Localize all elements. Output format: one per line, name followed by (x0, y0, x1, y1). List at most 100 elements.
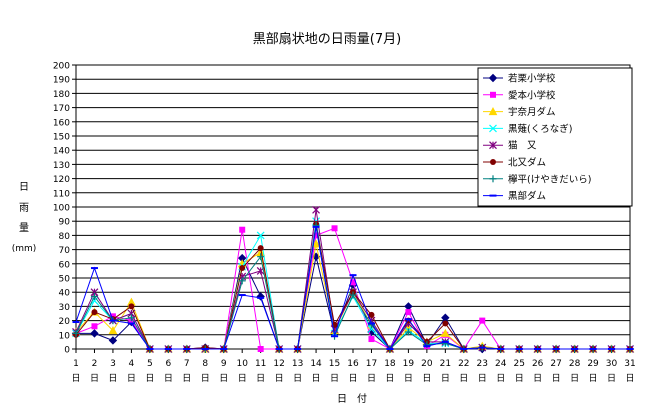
legend-marker (490, 91, 496, 98)
legend-label: 愛本小学校 (508, 89, 556, 101)
x-tick-label: 2 (92, 359, 98, 369)
y-tick-label: 130 (53, 161, 70, 171)
data-point (479, 317, 486, 324)
x-tick-label: 18 (384, 359, 396, 369)
data-point (404, 328, 412, 336)
x-tick-suffix: 日 (625, 373, 634, 384)
x-tick-suffix: 日 (238, 373, 247, 384)
x-tick-suffix: 日 (515, 373, 524, 384)
x-tick-label: 31 (624, 359, 635, 369)
x-tick-label: 29 (587, 359, 599, 369)
data-point (405, 309, 412, 316)
y-tick-label: 80 (59, 232, 71, 242)
x-tick-label: 5 (147, 359, 153, 369)
x-tick-suffix: 日 (404, 373, 413, 384)
data-point (238, 277, 246, 285)
legend-label: 北又ダム (508, 157, 546, 169)
x-tick-label: 27 (550, 359, 561, 369)
x-tick-suffix: 日 (570, 373, 579, 384)
legend-marker (490, 159, 496, 165)
data-point (127, 314, 135, 322)
x-tick-suffix: 日 (385, 373, 394, 384)
chart-title: 黒部扇状地の日雨量(7月) (253, 31, 401, 47)
legend-item: 黒部ダム (483, 190, 546, 202)
x-tick-suffix: 日 (256, 373, 265, 384)
x-tick-label: 6 (165, 359, 171, 369)
x-tick-label: 30 (606, 359, 618, 369)
legend-label: 猫 又 (508, 140, 537, 152)
x-tick-suffix: 日 (607, 373, 616, 384)
legend-item: 若栗小学校 (483, 73, 556, 85)
legend-marker (489, 175, 497, 183)
data-point (442, 320, 449, 327)
x-tick-label: 15 (329, 359, 340, 369)
y-tick-label: 170 (53, 104, 70, 114)
y-tick-label: 140 (53, 147, 70, 157)
data-point (257, 253, 265, 261)
x-tick-label: 20 (421, 359, 433, 369)
legend-label: 黒薙(くろなぎ) (508, 123, 572, 135)
data-point (91, 323, 98, 330)
legend-label: 宇奈月ダム (508, 106, 556, 118)
data-point (239, 226, 246, 233)
x-tick-label: 25 (513, 359, 524, 369)
legend-label: 若栗小学校 (508, 73, 556, 85)
data-point (257, 245, 264, 252)
series-lines (71, 205, 635, 354)
y-tick-label: 110 (53, 189, 70, 199)
x-tick-label: 26 (532, 359, 544, 369)
y-tick-label: 200 (53, 62, 70, 72)
x-tick-label: 9 (221, 359, 227, 369)
y-tick-label: 150 (53, 133, 70, 143)
series-8 (72, 225, 634, 350)
y-tick-label: 10 (59, 331, 71, 341)
x-axis-ticks: 1日2日3日4日5日6日7日8日9日10日11日12日13日14日15日16日1… (71, 349, 636, 384)
y-axis-ticks: 0 10 20 30 40 50 60 70 80 90 100 110 120 130 140 150 160… (53, 62, 76, 356)
x-tick-suffix: 日 (164, 373, 173, 384)
data-point (331, 225, 338, 232)
x-tick-label: 10 (236, 359, 248, 369)
y-tick-label: 70 (59, 246, 71, 256)
x-tick-suffix: 日 (312, 373, 321, 384)
legend-item: 黒薙(くろなぎ) (483, 123, 572, 135)
x-tick-suffix: 日 (219, 373, 228, 384)
x-tick-suffix: 日 (293, 373, 302, 384)
x-tick-suffix: 日 (367, 373, 376, 384)
data-point (108, 336, 118, 345)
x-tick-suffix: 日 (275, 373, 284, 384)
x-tick-label: 21 (440, 359, 451, 369)
data-point (313, 232, 320, 239)
x-tick-label: 4 (129, 359, 135, 369)
x-tick-suffix: 日 (422, 373, 431, 384)
x-tick-suffix: 日 (330, 373, 339, 384)
legend-item: 欅平(けやきだいら) (483, 174, 591, 185)
data-point (239, 265, 246, 272)
x-tick-label: 14 (310, 359, 322, 369)
data-point (128, 303, 135, 310)
legend-label: 欅平(けやきだいら) (508, 174, 591, 185)
data-point (368, 336, 375, 343)
x-tick-label: 23 (477, 359, 488, 369)
y-tick-label: 20 (59, 317, 71, 327)
data-point (257, 346, 264, 352)
data-point (256, 231, 265, 240)
legend-marker (489, 124, 497, 133)
x-tick-label: 1 (73, 359, 79, 369)
x-tick-label: 7 (184, 359, 190, 369)
x-tick-label: 16 (347, 359, 359, 369)
x-tick-suffix: 日 (108, 373, 117, 384)
legend-item: 北又ダム (483, 157, 546, 169)
y-tick-label: 90 (59, 218, 71, 228)
x-tick-suffix: 日 (201, 373, 210, 384)
y-tick-label: 30 (59, 303, 71, 313)
x-tick-suffix: 日 (90, 373, 99, 384)
data-point (350, 279, 356, 286)
data-point (91, 309, 98, 316)
x-tick-suffix: 日 (441, 373, 450, 384)
x-tick-label: 8 (202, 359, 208, 369)
x-tick-label: 24 (495, 359, 507, 369)
y-tick-label: 180 (53, 90, 70, 100)
data-point (90, 329, 99, 338)
